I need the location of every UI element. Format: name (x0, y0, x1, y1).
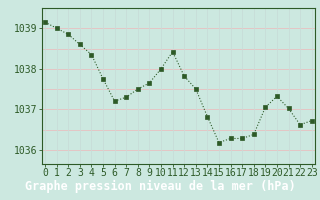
Text: Graphe pression niveau de la mer (hPa): Graphe pression niveau de la mer (hPa) (25, 180, 295, 193)
